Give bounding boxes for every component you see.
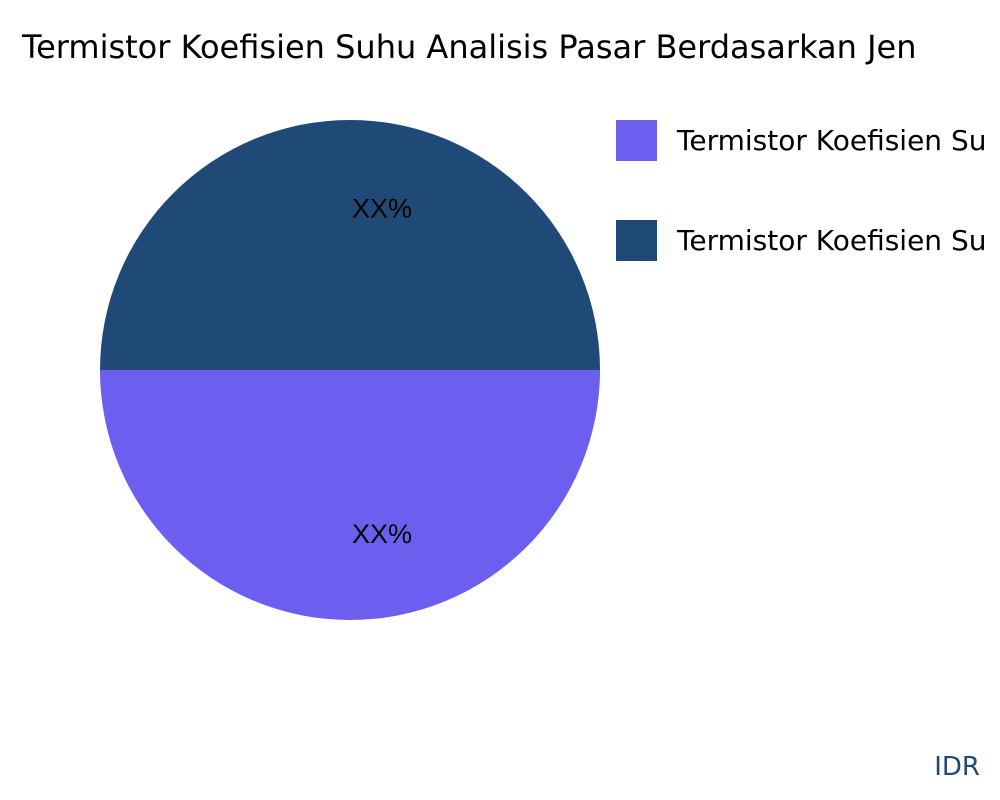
legend-label: Termistor Koefisien Su [677, 224, 987, 257]
pie-slice-0[interactable] [100, 370, 600, 620]
slice-label-1: XX% [352, 193, 412, 223]
legend-item-0[interactable]: Termistor Koefisien Su [616, 120, 986, 161]
slice-label-0: XX% [352, 519, 412, 549]
pie-slice-1[interactable] [100, 120, 600, 370]
legend-swatch [616, 220, 657, 261]
source-label: IDR [934, 752, 980, 782]
legend-label: Termistor Koefisien Su [677, 124, 987, 157]
legend-swatch [616, 120, 657, 161]
legend-item-1[interactable]: Termistor Koefisien Su [616, 220, 986, 261]
chart-title: Termistor Koefisien Suhu Analisis Pasar … [22, 28, 917, 66]
